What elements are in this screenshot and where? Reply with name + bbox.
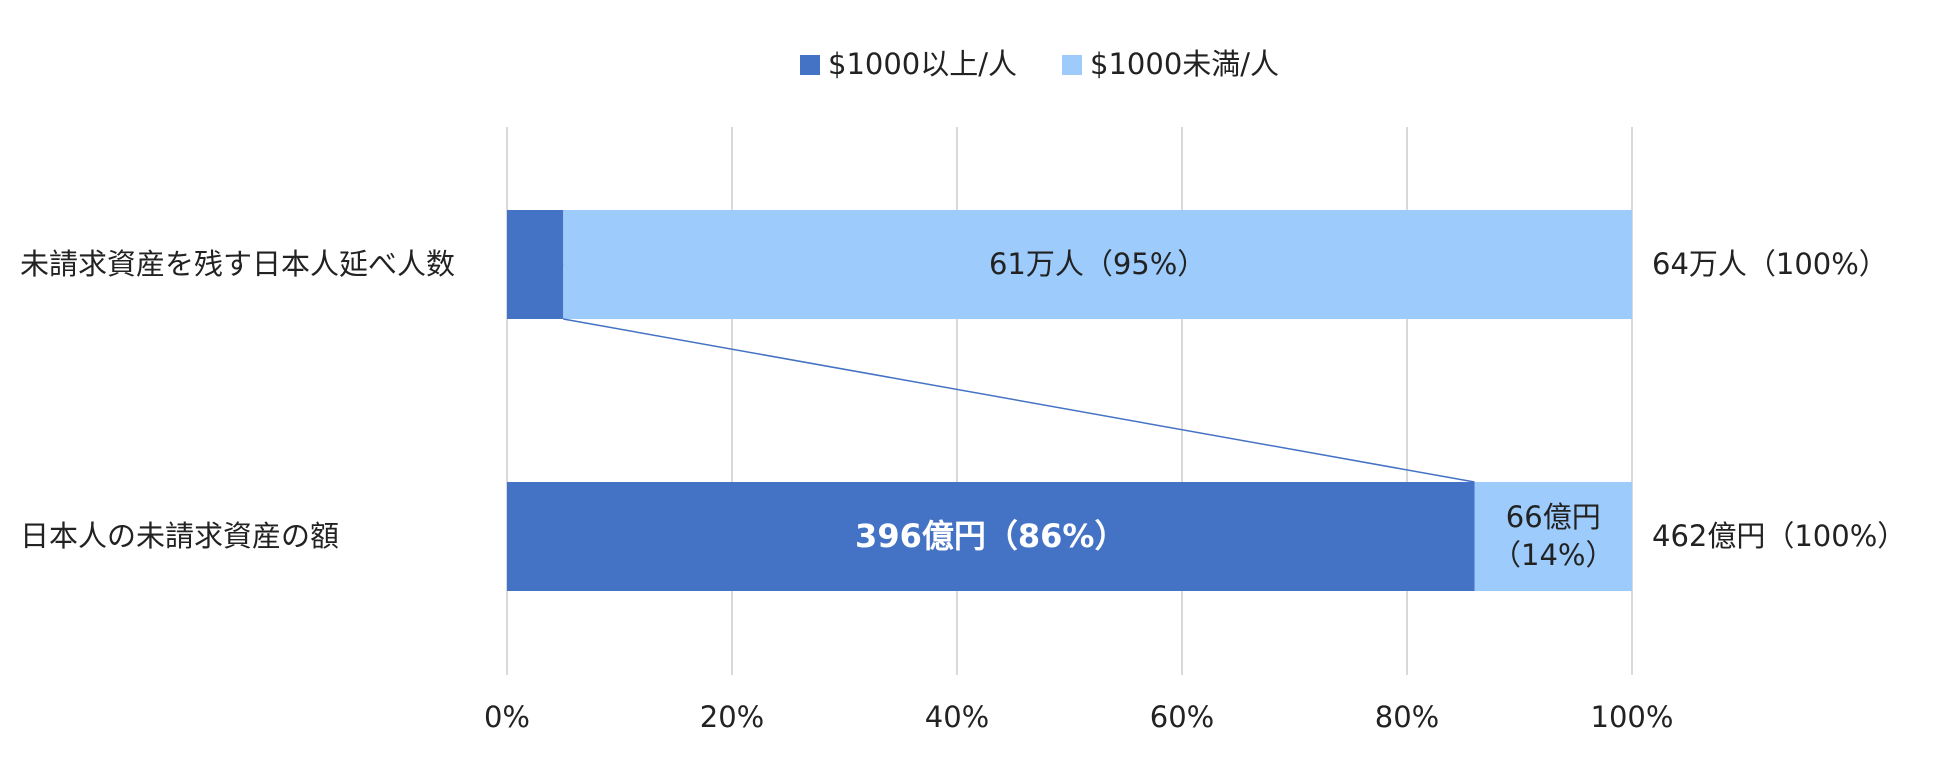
bar-segment: [1474, 482, 1632, 591]
legend-swatch: [800, 55, 820, 75]
value-label-box: 66億円（14%）: [1492, 499, 1615, 572]
bar-segment: [507, 482, 1475, 591]
x-tick-label: 60%: [1150, 700, 1214, 734]
bar-segment: [507, 210, 564, 319]
connector-line: [563, 318, 1475, 483]
legend-label: $1000未満/人: [1090, 47, 1279, 81]
total-label-box: 462億円（100%）: [1652, 518, 1907, 553]
x-tick-label: 40%: [925, 700, 989, 734]
x-tick-label: 0%: [484, 700, 530, 734]
total-label-box: 64万人（100%）: [1652, 246, 1888, 281]
value-label: 396億円（86%）: [855, 516, 1127, 555]
x-tick-label: 80%: [1375, 700, 1439, 734]
total-label: 64万人（100%）: [1652, 246, 1888, 281]
value-label: 66億円（14%）: [1492, 499, 1615, 572]
value-label-box: 61万人（95%）: [988, 246, 1207, 281]
category-label-box: 未請求資産を残す日本人延べ人数: [20, 246, 456, 281]
category-label-box: 日本人の未請求資産の額: [20, 518, 340, 553]
category-label: 未請求資産を残す日本人延べ人数: [20, 246, 456, 281]
total-label: 462億円（100%）: [1652, 518, 1907, 553]
x-tick-label: 100%: [1591, 700, 1674, 734]
x-tick-label: 20%: [700, 700, 764, 734]
legend-label: $1000以上/人: [828, 47, 1017, 81]
bar-segment: [563, 210, 1632, 319]
legend-swatch: [1062, 55, 1083, 75]
value-label-box: 396億円（86%）: [855, 516, 1127, 555]
value-label: 61万人（95%）: [988, 246, 1207, 281]
category-label: 日本人の未請求資産の額: [20, 518, 340, 553]
